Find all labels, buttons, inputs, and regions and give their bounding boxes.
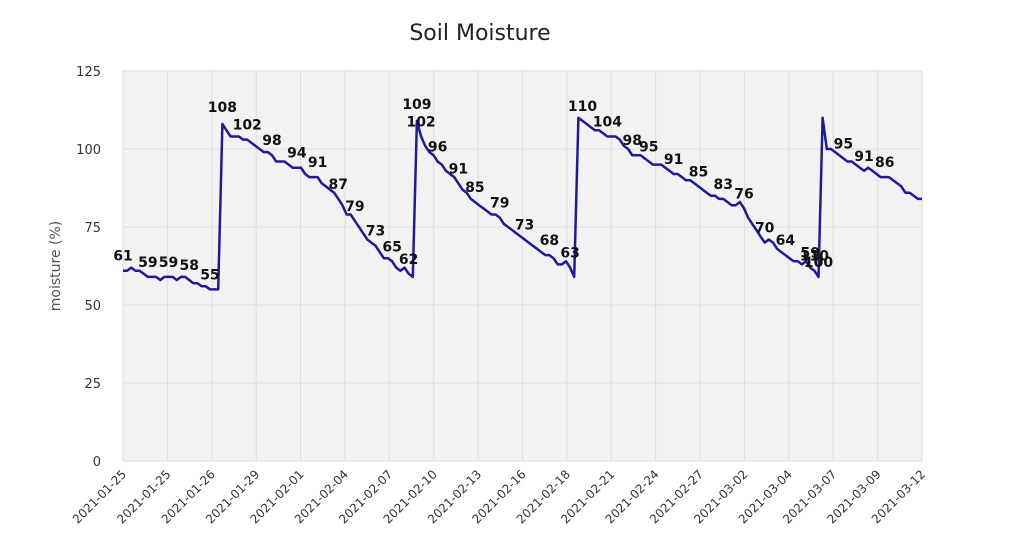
data-label: 98	[262, 133, 281, 149]
data-labels: 61 59 59 5855108102989491877973656210910296…	[113, 97, 894, 283]
data-label: 59	[800, 246, 819, 262]
data-label: 102	[233, 118, 262, 134]
y-tick-label: 25	[84, 377, 101, 392]
data-label: 62	[399, 252, 418, 268]
data-label: 61	[113, 249, 132, 265]
data-label: 59	[159, 255, 178, 271]
data-label: 95	[639, 139, 658, 155]
data-label: 91	[664, 152, 683, 168]
y-axis-ticks: 0 25 50 75 100 125	[76, 65, 101, 470]
data-label: 59	[138, 255, 157, 271]
series-line	[123, 116, 922, 291]
data-label: 87	[329, 177, 348, 193]
data-label: 76	[734, 186, 753, 202]
data-label: 86	[875, 155, 894, 171]
x-axis-ticks: 2021-01-252021-01-252021-01-262021-01-29…	[70, 467, 928, 526]
data-label: 83	[714, 177, 733, 193]
data-label: 63	[560, 246, 579, 262]
data-label: 110	[800, 249, 829, 265]
y-axis-label: moisture (%)	[48, 221, 64, 312]
data-label: 100	[804, 255, 833, 271]
data-label: 68	[540, 233, 559, 249]
data-label: 96	[428, 139, 447, 155]
data-label: 65	[382, 239, 401, 255]
data-label: 109	[402, 97, 431, 113]
data-label: 102	[406, 115, 435, 131]
data-label: 94	[287, 146, 307, 162]
data-label: 104	[593, 115, 622, 131]
data-label: 91	[308, 155, 327, 171]
y-tick-label: 100	[76, 143, 101, 158]
data-label: 85	[689, 164, 708, 180]
data-label: 73	[515, 217, 534, 233]
data-label: 70	[755, 221, 775, 237]
data-label: 91	[854, 149, 873, 165]
grid-lines	[122, 70, 923, 462]
data-label: 55	[200, 267, 219, 283]
chart-title: Soil Moisture	[409, 21, 550, 46]
data-label: 91	[449, 161, 468, 177]
data-label: 108	[208, 100, 237, 116]
y-tick-label: 0	[93, 455, 101, 470]
data-label: 79	[490, 196, 509, 212]
data-label: 73	[366, 224, 385, 240]
data-label: 110	[568, 99, 597, 115]
y-tick-label: 125	[76, 65, 101, 80]
data-label: 95	[834, 136, 853, 152]
data-label: 85	[465, 180, 484, 196]
data-label: 58	[179, 258, 198, 274]
y-tick-label: 75	[84, 221, 101, 236]
data-label: 79	[345, 199, 364, 215]
data-label: 64	[776, 233, 796, 249]
y-tick-label: 50	[84, 299, 101, 314]
data-label: 98	[622, 133, 641, 149]
